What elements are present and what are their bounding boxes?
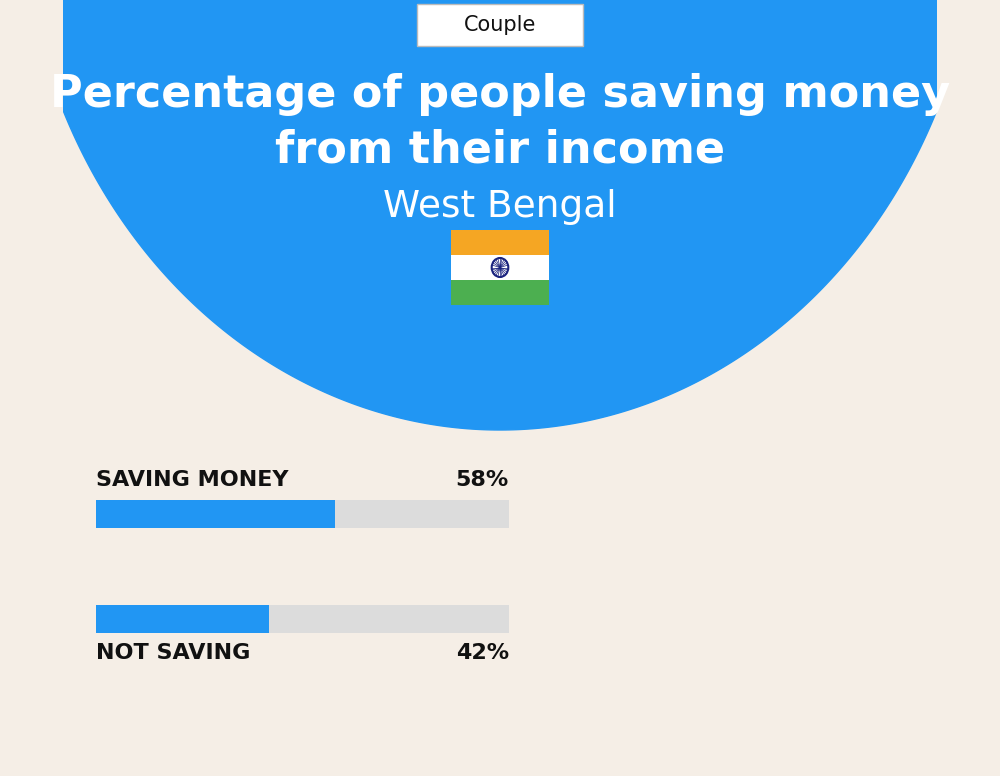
Bar [96, 605, 269, 633]
Bar [451, 230, 549, 255]
Text: 42%: 42% [456, 643, 509, 663]
Text: West Bengal: West Bengal [383, 189, 617, 225]
Text: Couple: Couple [464, 15, 536, 35]
Polygon shape [58, 0, 942, 430]
Bar [451, 280, 549, 305]
Text: from their income: from their income [275, 129, 725, 171]
Bar [451, 255, 549, 280]
Text: SAVING MONEY: SAVING MONEY [96, 470, 288, 490]
Bar [96, 500, 509, 528]
Text: Percentage of people saving money: Percentage of people saving money [50, 74, 950, 116]
Bar [96, 500, 335, 528]
Bar [96, 605, 509, 633]
Text: NOT SAVING: NOT SAVING [96, 643, 250, 663]
Text: 58%: 58% [455, 470, 509, 490]
FancyBboxPatch shape [417, 4, 583, 46]
